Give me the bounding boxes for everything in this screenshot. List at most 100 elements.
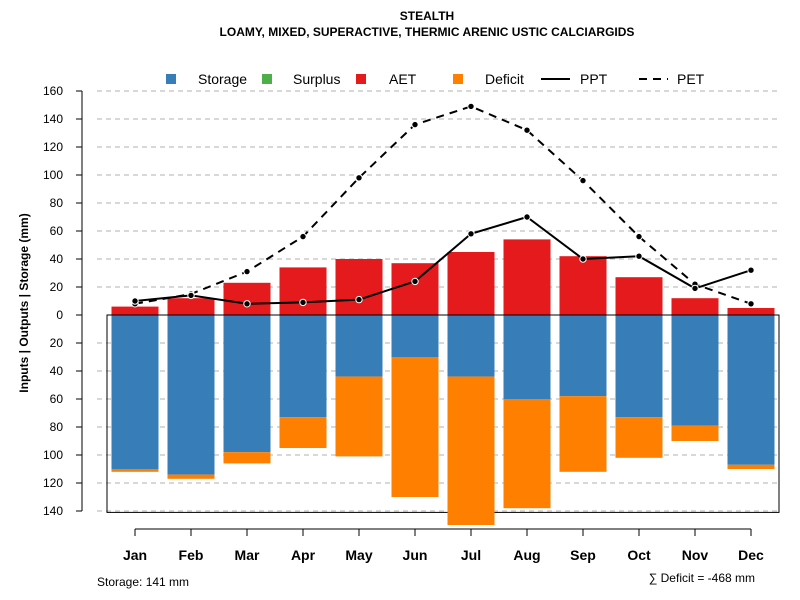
x-tick-label: Jun: [403, 547, 428, 563]
legend-storage-label: Storage: [198, 71, 247, 87]
storage-bar: [559, 315, 607, 397]
legend-ppt-label: PPT: [580, 71, 608, 87]
x-tick-label: Sep: [570, 547, 596, 563]
y-tick-label: 20: [50, 336, 64, 350]
y-tick-label: 60: [50, 224, 64, 238]
pet-point: [299, 232, 307, 241]
chart-title: STEALTH: [400, 9, 454, 23]
series-lines: [131, 102, 755, 308]
storage-bar: [111, 315, 159, 469]
aet-bar: [167, 298, 215, 315]
deficit-note: ∑ Deficit = -468 mm: [649, 571, 755, 585]
y-tick-label: 80: [50, 196, 64, 210]
storage-bar: [447, 315, 495, 377]
y-tick-label: 120: [43, 140, 63, 154]
storage-bar: [615, 315, 663, 418]
storage-bar: [391, 315, 439, 357]
x-tick-label: Nov: [682, 547, 709, 563]
deficit-bar: [279, 417, 327, 448]
aet-bar: [671, 298, 719, 315]
x-tick-label: Mar: [235, 547, 260, 563]
deficit-bar: [111, 469, 159, 472]
y-tick-label: 80: [50, 420, 64, 434]
storage-bar: [335, 315, 383, 377]
ppt-point: [411, 277, 419, 286]
x-tick-label: Jul: [461, 547, 481, 563]
aet-bar: [335, 259, 383, 315]
pet-point: [579, 176, 587, 185]
storage-bar: [727, 315, 775, 465]
x-tick-label: Feb: [179, 547, 204, 563]
deficit-bar: [391, 357, 439, 497]
y-tick-label: 100: [43, 168, 63, 182]
y-tick-label: 140: [43, 112, 63, 126]
y-tick-label: 60: [50, 392, 64, 406]
legend-pet-label: PET: [677, 71, 705, 87]
ppt-point: [299, 298, 307, 307]
deficit-bar: [503, 399, 551, 509]
ppt-point: [747, 266, 755, 274]
storage-bar: [671, 315, 719, 426]
legend-aet-label: AET: [389, 71, 417, 87]
legend-storage-swatch: [166, 74, 176, 84]
legend-aet-swatch: [356, 74, 366, 84]
storage-bar: [223, 315, 271, 453]
ppt-point: [187, 291, 195, 300]
deficit-bar: [335, 376, 383, 457]
aet-bar: [559, 256, 607, 315]
ppt-point: [243, 300, 251, 308]
pet-point: [243, 267, 251, 276]
ppt-point: [523, 213, 531, 221]
pet-point: [747, 300, 755, 308]
pet-point: [523, 126, 531, 134]
ppt-point: [691, 284, 699, 293]
aet-bar: [503, 239, 551, 315]
chart-subtitle: LOAMY, MIXED, SUPERACTIVE, THERMIC ARENI…: [220, 25, 635, 39]
ppt-point: [467, 230, 475, 238]
ppt-point: [635, 252, 643, 260]
x-tick-label: Apr: [291, 547, 316, 563]
aet-bar: [727, 308, 775, 315]
y-axis: 160 140 120 100 80 60 40 20 0 20 40 60 80 100 120 140: [43, 84, 83, 518]
legend-surplus-swatch: [262, 74, 272, 84]
storage-note: Storage: 141 mm: [97, 575, 189, 589]
y-tick-label: 100: [43, 448, 63, 462]
deficit-bar: [167, 474, 215, 479]
aet-bar: [111, 306, 159, 315]
aet-bar: [279, 267, 327, 315]
storage-bar: [503, 315, 551, 399]
deficit-bar: [447, 376, 495, 525]
aet-bar: [447, 252, 495, 315]
deficit-bar: [223, 452, 271, 464]
y-tick-label: 120: [43, 476, 63, 490]
aet-bar: [391, 263, 439, 315]
x-tick-label: Aug: [513, 547, 540, 563]
legend-surplus-label: Surplus: [293, 71, 340, 87]
y-axis-label: Inputs | Outputs | Storage (mm): [17, 213, 31, 392]
y-tick-label: 40: [50, 252, 64, 266]
ppt-point: [131, 297, 139, 305]
deficit-bar: [559, 396, 607, 472]
x-axis: Jan Feb Mar Apr May Jun Jul Aug Sep Oct Nov Dec: [123, 528, 764, 563]
legend-deficit-label: Deficit: [485, 71, 524, 87]
ppt-point: [579, 255, 587, 263]
ppt-point: [355, 295, 363, 304]
y-tick-label: 20: [50, 280, 64, 294]
deficit-bar: [615, 417, 663, 458]
gridlines: [97, 90, 779, 512]
legend-deficit-swatch: [453, 74, 463, 84]
ppt-line: [134, 215, 752, 305]
x-tick-label: Oct: [627, 547, 651, 563]
pet-point: [635, 232, 643, 241]
x-tick-label: May: [345, 547, 372, 563]
y-tick-label: 160: [43, 84, 63, 98]
pet-point: [411, 120, 419, 129]
aet-bar: [615, 277, 663, 315]
pet-point: [467, 102, 475, 111]
x-tick-label: Dec: [738, 547, 764, 563]
y-tick-label: 140: [43, 504, 63, 518]
storage-bar: [167, 315, 215, 475]
pet-line: [134, 105, 752, 305]
deficit-bar: [727, 464, 775, 469]
chart-legend: Storage Surplus AET Deficit PPT PET: [166, 71, 705, 87]
